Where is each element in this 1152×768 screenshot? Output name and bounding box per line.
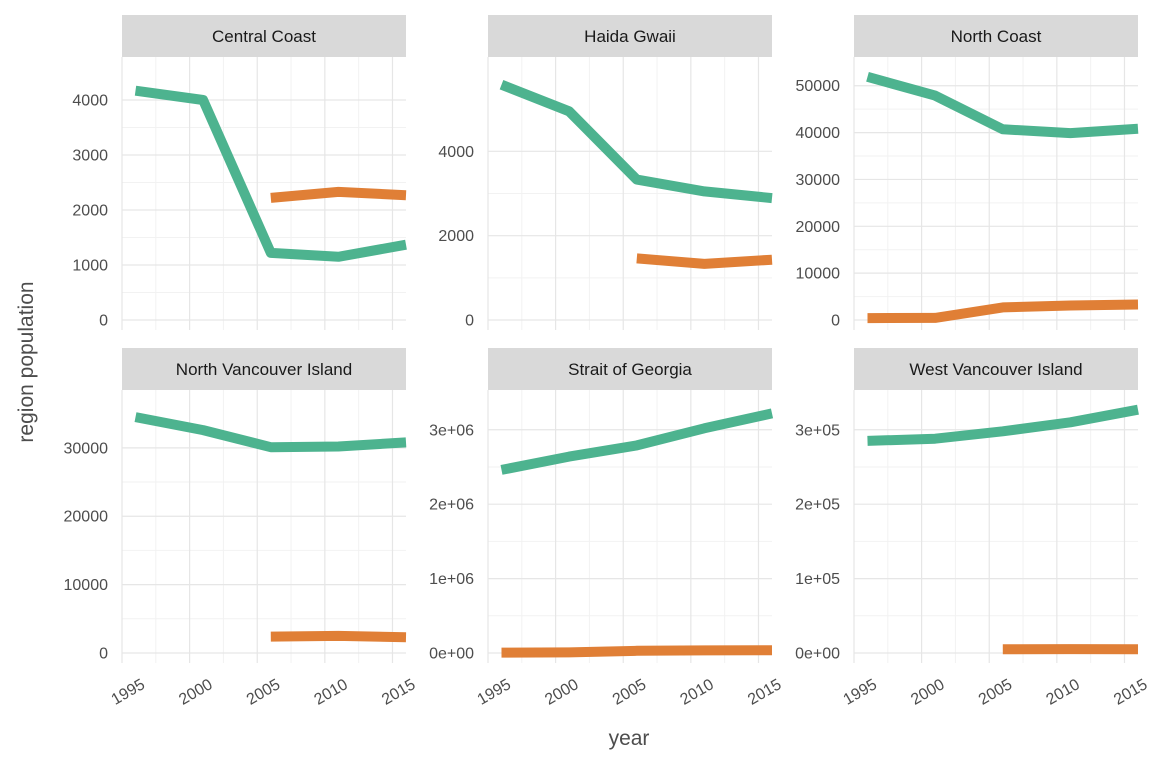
facet-5-y-tick-label: 0e+00 [429,646,474,663]
facet-6-y-tick-label: 3e+05 [795,422,840,439]
facet-3-series-2-line [867,299,1139,324]
facet-4: North Vancouver Island 1995 2000 2005 2010 20… [64,348,419,709]
facet-4-x-tick-label: 2010 [312,676,351,709]
facet-2-strip [488,15,772,57]
facet-1-strip [122,15,406,57]
facet-2-strip-label: Haida Gwaii [584,27,676,46]
facet-5-series-1-line [500,408,774,475]
facet-2-series-2-line [636,253,773,269]
facet-5-y-tick-label: 1e+06 [429,571,474,588]
facet-3-y-tick-label: 0 [831,313,840,330]
facet-1-y-tick-label: 2000 [72,203,108,220]
facet-5-x-tick-label: 2005 [610,676,649,709]
facet-6-y-tick-label: 2e+05 [795,497,840,514]
facet-4-strip-label: North Vancouver Island [176,360,352,379]
facet-4-x-tick-label: 2015 [379,676,418,709]
facet-1-y-tick-label: 3000 [72,148,108,165]
facet-4-y-tick-label: 30000 [64,440,109,457]
facet-5-x-tick-label: 2000 [542,676,581,709]
facet-4-y-tick-label: 0 [99,646,108,663]
facet-1-strip-label: Central Coast [212,27,316,46]
facet-2-y-tick-label: 2000 [438,228,474,245]
facet-6-x-tick-label: 2015 [1111,676,1150,709]
facet-6: West Vancouver Island 1995 2000 2005 2010 201… [795,348,1151,709]
facet-2-y-tick-label: 0 [465,313,474,330]
facet-6-series-1-line [867,404,1139,446]
facet-6-strip-label: West Vancouver Island [909,360,1082,379]
x-axis-title: year [609,727,650,750]
facet-5-x-tick-label: 2010 [678,676,717,709]
facet-5-x-tick-label: 2015 [745,676,784,709]
facet-2: Haida Gwaii 0 2000 4000 [438,15,773,330]
facet-1-series-2-line [270,186,407,203]
facet-5-series-2-line [501,645,773,658]
facet-6-x-tick-label: 2010 [1044,676,1083,709]
facet-1-y-tick-label: 4000 [72,93,108,110]
facet-2-series-1-line [499,80,773,204]
facet-3-strip [854,15,1138,57]
facet-3: North Coast 0 10000 20000 30000 40000 50000 [796,15,1139,330]
facet-6-x-tick-label: 2000 [908,676,947,709]
facet-5-y-tick-label: 2e+06 [429,497,474,514]
facet-1-series-1-line [134,85,407,262]
facet-4-y-tick-label: 20000 [64,509,109,526]
facet-4-x-tick-label: 1995 [109,676,148,709]
facet-4-strip [122,348,406,390]
facet-3-y-tick-label: 20000 [796,219,841,236]
facet-6-y-tick-label: 0e+00 [795,646,840,663]
facet-5: Strait of Georgia 1995 2000 2005 2010 2015 0e+… [429,348,785,709]
y-axis-title: region population [15,281,38,442]
facet-3-y-tick-label: 30000 [796,172,841,189]
facet-4-series-1-line [134,412,407,453]
facet-2-y-tick-label: 4000 [438,144,474,161]
facet-3-strip-label: North Coast [951,27,1042,46]
facet-1: Central Coast 0 1000 2000 3000 4000 [72,15,407,330]
facet-3-y-tick-label: 10000 [796,266,841,283]
facet-4-x-tick-label: 2005 [244,676,283,709]
facet-6-x-tick-label: 2005 [976,676,1015,709]
facet-4-x-tick-label: 2000 [176,676,215,709]
facet-1-y-tick-label: 0 [99,313,108,330]
facet-6-y-tick-label: 1e+05 [795,571,840,588]
facet-5-strip-label: Strait of Georgia [568,360,692,379]
facet-5-strip [488,348,772,390]
facet-5-x-tick-label: 1995 [475,676,514,709]
facet-6-strip [854,348,1138,390]
facet-6-x-tick-label: 1995 [841,676,880,709]
facet-3-series-1-line [866,71,1139,139]
facet-4-y-tick-label: 10000 [64,577,109,594]
facet-1-y-tick-label: 1000 [72,258,108,275]
facet-3-y-tick-label: 40000 [796,125,841,142]
facet-3-y-tick-label: 50000 [796,78,841,95]
facet-4-series-2-line [270,630,407,643]
facet-5-y-tick-label: 3e+06 [429,422,474,439]
